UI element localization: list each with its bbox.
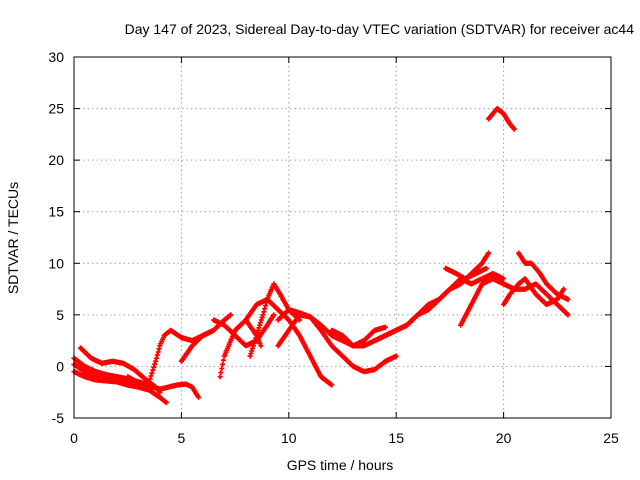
chart-title: Day 147 of 2023, Sidereal Day-to-day VTE…: [125, 21, 635, 37]
data-point-marker: [153, 358, 159, 364]
data-series-track-18: [501, 276, 567, 308]
data-series-track-9: [211, 312, 277, 349]
x-tick-label: 10: [281, 430, 297, 446]
data-series-track-12: [275, 312, 399, 375]
x-tick-label: 15: [388, 430, 404, 446]
grid: [74, 57, 611, 418]
y-tick-label: 30: [48, 49, 64, 65]
data-series-track-16: [443, 265, 490, 282]
x-tick-label: 0: [70, 430, 78, 446]
data-point-marker: [155, 349, 161, 355]
data-point-marker: [501, 276, 507, 282]
y-tick-label: -5: [52, 410, 65, 426]
data-series-track-19: [516, 250, 571, 302]
data-point-marker: [148, 373, 154, 379]
data-point-marker: [485, 250, 492, 256]
y-tick-label: 5: [56, 307, 64, 323]
data-point-marker: [382, 324, 389, 330]
data-point-marker: [565, 312, 571, 318]
data-point-marker: [146, 379, 152, 385]
data-point-marker: [163, 399, 169, 406]
data-point-marker: [150, 367, 156, 373]
data-point-marker: [329, 382, 335, 388]
plot-frame: [73, 56, 612, 419]
data-point-marker: [147, 376, 153, 382]
data-series-track-11: [243, 296, 335, 388]
data-point-marker: [257, 322, 263, 328]
data-point-marker: [393, 353, 399, 359]
data-point-marker: [254, 330, 260, 336]
axis-ticks: 0 5 10 15 20 25 -5 0 5 10 15 20 25 30: [48, 49, 619, 446]
plot-area: [71, 106, 571, 406]
y-tick-label: 0: [56, 358, 64, 374]
x-tick-label: 5: [178, 430, 186, 446]
y-tick-label: 15: [48, 204, 64, 220]
data-point-marker: [249, 348, 255, 354]
data-series-track-14: [329, 250, 492, 349]
data-point-marker: [271, 312, 277, 318]
data-series-track-17: [458, 276, 571, 328]
data-point-marker: [220, 357, 227, 363]
y-axis-label: SDTVAR / TECUs: [5, 182, 21, 294]
data-series-track-13: [275, 307, 389, 349]
data-point-marker: [195, 394, 202, 400]
x-axis-label: GPS time / hours: [287, 457, 394, 473]
y-tick-label: 25: [48, 101, 64, 117]
data-point-marker: [258, 317, 264, 323]
data-point-marker: [258, 343, 264, 349]
data-point-marker: [152, 361, 158, 367]
data-point-marker: [149, 370, 155, 376]
data-series-track-5: [125, 374, 202, 400]
data-point-marker: [261, 309, 267, 315]
data-series-track-3: [71, 369, 169, 406]
data-point-marker: [260, 312, 266, 318]
data-point-marker: [483, 265, 490, 272]
data-point-marker: [561, 286, 567, 292]
data-point-marker: [262, 306, 268, 312]
data-point-marker: [228, 312, 234, 318]
data-point-marker: [218, 370, 224, 376]
data-point-marker: [151, 364, 157, 370]
data-point-marker: [263, 303, 269, 309]
y-tick-label: 10: [48, 255, 64, 271]
x-tick-label: 25: [603, 430, 619, 446]
x-tick-label: 20: [496, 430, 512, 446]
data-point-marker: [220, 361, 226, 367]
data-point-marker: [154, 352, 160, 358]
y-tick-label: 20: [48, 152, 64, 168]
data-point-marker: [511, 126, 517, 132]
data-series-track-20: [486, 106, 517, 132]
data-point-marker: [565, 296, 571, 302]
data-series-track-15: [372, 271, 507, 344]
